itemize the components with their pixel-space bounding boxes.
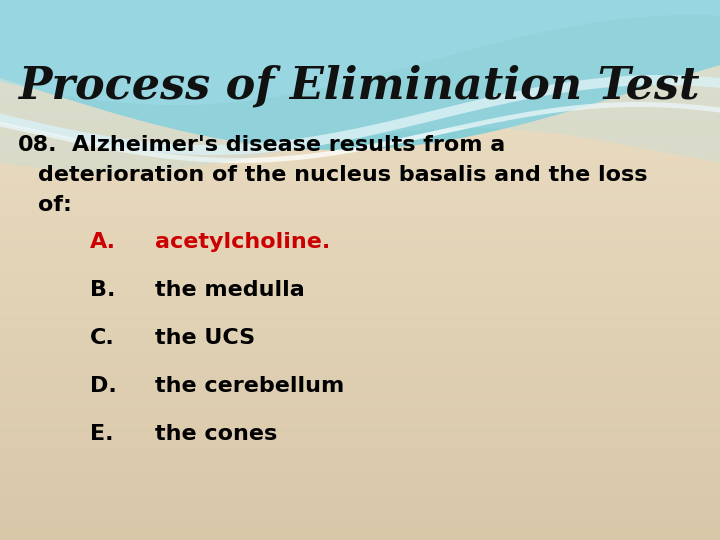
Text: acetylcholine.: acetylcholine. [155,232,330,252]
Text: C.: C. [90,328,114,348]
Polygon shape [0,102,720,163]
Text: D.: D. [90,376,117,396]
Text: the medulla: the medulla [155,280,305,300]
Polygon shape [0,0,720,105]
Polygon shape [0,75,720,155]
Polygon shape [0,0,720,150]
Text: the cones: the cones [155,424,277,444]
Text: deterioration of the nucleus basalis and the loss: deterioration of the nucleus basalis and… [38,165,647,185]
Text: A.: A. [90,232,116,252]
Text: the cerebellum: the cerebellum [155,376,344,396]
Text: Process of Elimination Test: Process of Elimination Test [18,65,700,108]
Text: E.: E. [90,424,114,444]
Text: 08.: 08. [18,135,58,155]
Text: the UCS: the UCS [155,328,255,348]
Text: of:: of: [38,195,72,215]
Text: Alzheimer's disease results from a: Alzheimer's disease results from a [72,135,505,155]
Polygon shape [0,0,720,172]
Text: B.: B. [90,280,115,300]
